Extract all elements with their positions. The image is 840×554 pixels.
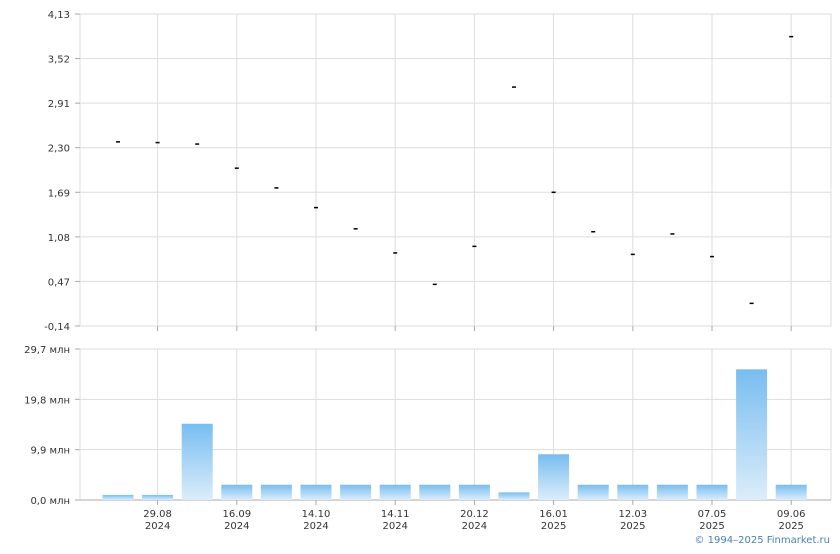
- top-y-tick-label: 2,91: [48, 99, 70, 110]
- volume-bar: [142, 494, 174, 500]
- x-date-label: 16.01: [539, 509, 568, 520]
- bottom-y-tick-label: 9,9 млн: [30, 446, 70, 457]
- volume-bar: [577, 484, 609, 500]
- x-year-label: 2024: [145, 521, 170, 532]
- volume-bar: [419, 484, 451, 500]
- volume-bar: [300, 484, 332, 500]
- bottom-y-tick-label: 29,7 млн: [24, 345, 70, 356]
- x-year-label: 2024: [224, 521, 249, 532]
- x-year-label: 2024: [462, 521, 487, 532]
- volume-bar: [736, 369, 768, 500]
- x-year-label: 2025: [541, 521, 566, 532]
- bottom-y-tick-label: 19,8 млн: [24, 395, 70, 406]
- volume-bar: [458, 484, 490, 500]
- volume-bar: [102, 494, 134, 500]
- volume-bar: [379, 484, 411, 500]
- volume-bar: [498, 492, 530, 500]
- top-y-tick-label: -0,14: [44, 322, 70, 333]
- volume-bar: [696, 484, 728, 500]
- x-year-label: 2025: [620, 521, 645, 532]
- volume-bar: [775, 484, 807, 500]
- volume-bar: [221, 484, 253, 500]
- top-y-tick-label: 4,13: [48, 10, 70, 21]
- volume-bar: [538, 454, 570, 500]
- x-year-label: 2024: [303, 521, 328, 532]
- volume-bar: [181, 423, 213, 500]
- top-y-tick-label: 3,52: [48, 55, 70, 66]
- volume-bar: [617, 484, 649, 500]
- x-date-label: 14.10: [302, 509, 331, 520]
- x-date-label: 07.05: [698, 509, 727, 520]
- top-plot-frame: [79, 13, 832, 327]
- x-year-label: 2025: [778, 521, 803, 532]
- volume-bar: [340, 484, 372, 500]
- x-year-label: 2025: [699, 521, 724, 532]
- x-date-label: 14.11: [381, 509, 410, 520]
- volume-bar: [260, 484, 292, 500]
- x-date-label: 29.08: [143, 509, 172, 520]
- copyright-text: © 1994–2025 Finmarket.ru: [694, 535, 830, 546]
- x-date-label: 09.06: [777, 509, 806, 520]
- x-date-label: 16.09: [222, 509, 251, 520]
- x-date-label: 20.12: [460, 509, 489, 520]
- top-y-tick-label: 1,08: [48, 233, 70, 244]
- x-date-label: 12.03: [618, 509, 647, 520]
- volume-bar: [656, 484, 688, 500]
- top-y-tick-label: 2,30: [48, 144, 70, 155]
- price-scatter-panel: 4,13 3,52 2,91 2,30 1,69 1,08 0,47 -0,14: [44, 10, 832, 333]
- bottom-y-tick-label: 0,0 млн: [30, 496, 70, 507]
- top-y-tick-label: 1,69: [48, 188, 70, 199]
- x-year-label: 2024: [382, 521, 407, 532]
- top-y-tick-label: 0,47: [48, 277, 70, 288]
